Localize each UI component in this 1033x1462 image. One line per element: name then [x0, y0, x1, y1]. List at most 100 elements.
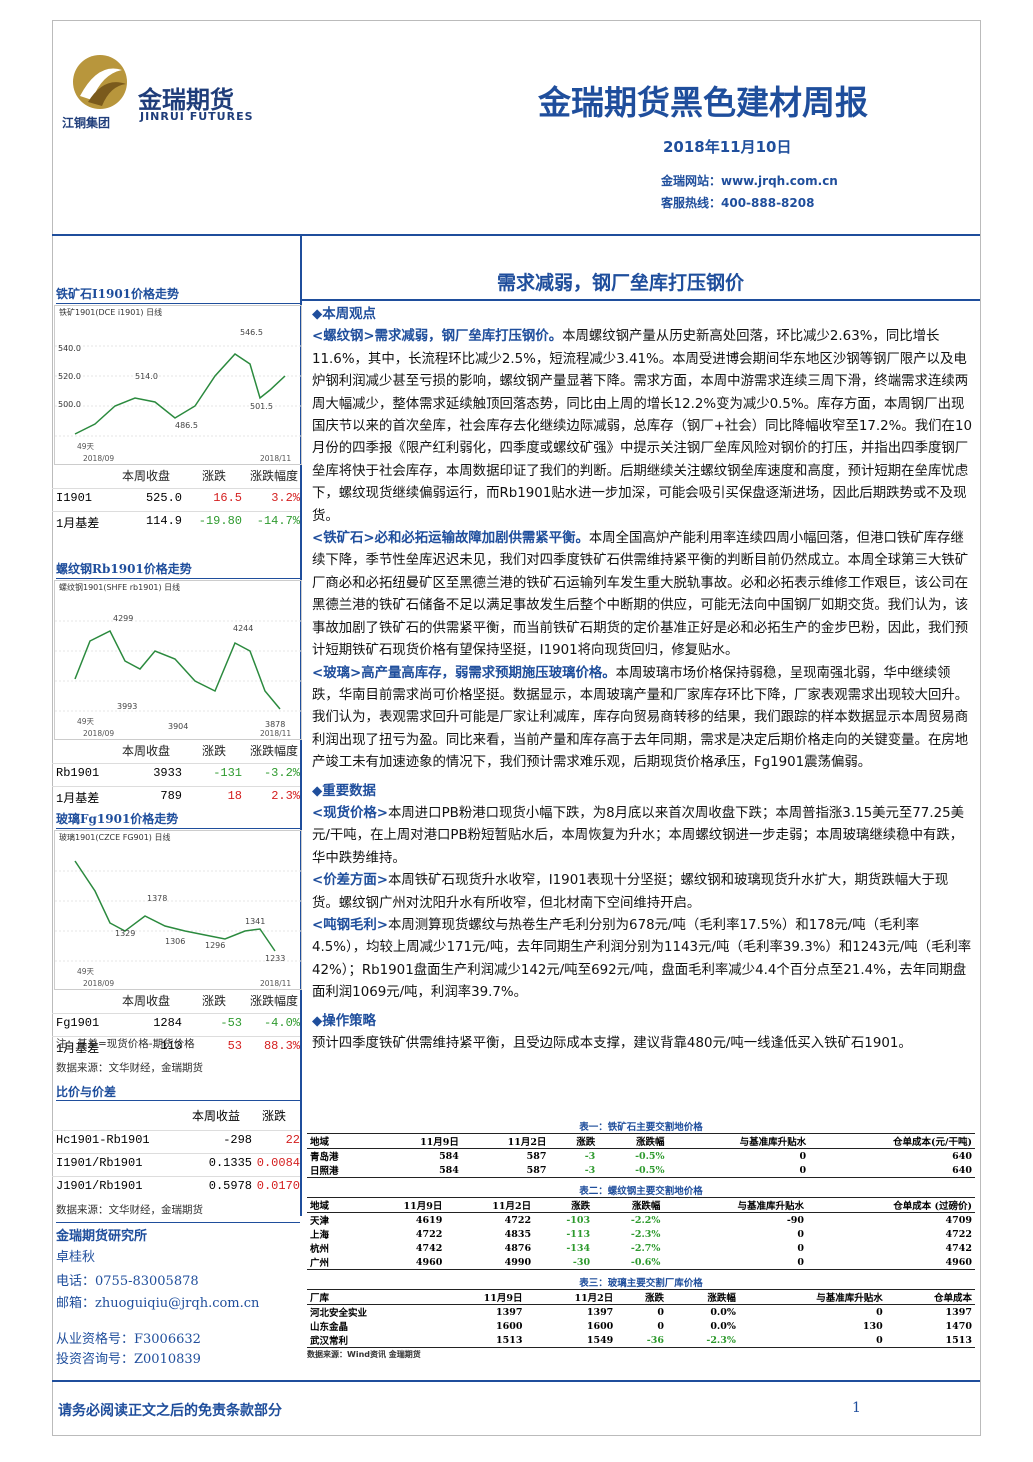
table-cell: 114.9 [145, 514, 182, 528]
table-cell: 武汉常利 [310, 1336, 349, 1347]
contact-email: 邮箱：zhuoguiqiu@jrqh.com.cn [56, 1296, 260, 1311]
table-row: 山东金晶 1600 1600 0 0.0% 130 1470 [307, 1319, 975, 1334]
table-cell: 0 [799, 1164, 807, 1176]
axis-label: 520.0 [58, 372, 81, 381]
table-cell: 4742 [945, 1242, 972, 1254]
paragraph: <铁矿石>必和必拓运输故障加剧供需紧平衡。本周全国高炉产能利用率连续四周小幅回落… [312, 528, 972, 662]
row-divider [52, 511, 300, 512]
table-cell: -19.80 [198, 514, 242, 528]
paragraph-lead: <吨钢毛利> [312, 917, 389, 933]
table-cell: Rb1901 [56, 766, 100, 780]
table-header-cell: 与基准库升贴水 [663, 1197, 807, 1213]
date-label: 49天 [77, 967, 95, 976]
table-header: 涨跌幅度 [250, 994, 299, 1008]
table-cell: 山东金晶 [310, 1322, 349, 1333]
table-cell: 4876 [504, 1242, 532, 1254]
table-cell: -0.5% [635, 1150, 665, 1162]
header-rule [52, 234, 980, 236]
price-annotation: 501.5 [250, 402, 273, 411]
paragraph-text: 预计四季度铁矿供需维持紧平衡，且受边际成本支撑，建议背靠480元/吨一线逢低买入… [312, 1036, 912, 1051]
table-cell: 525.0 [145, 491, 182, 505]
table-header-row: 地域 11月9日 11月2日 涨跌 涨跌幅 与基准库升贴水 仓单成本(元/干吨) [307, 1133, 975, 1149]
table-cell: 日照港 [310, 1166, 339, 1177]
table-header-cell: 仓单成本 [885, 1289, 975, 1305]
paragraph-text: 本周铁矿石现货升水收窄，I1901表现十分坚挺；螺纹钢和玻璃现货升水扩大，期货跌… [312, 873, 949, 911]
table-cell: -2.2% [630, 1214, 661, 1226]
price-annotation: 1378 [147, 894, 167, 903]
table-cell: 1549 [586, 1334, 614, 1346]
price-annotation: 546.5 [240, 328, 263, 337]
price-chart: 玻璃1901(CZCE FG901) 日线 1378 1329 1306 1296 134… [54, 830, 302, 990]
logo-en: JINRUI FUTURES [140, 110, 254, 123]
table-cell: 587 [526, 1164, 547, 1176]
contact-org: 金瑞期货研究所 [56, 1222, 300, 1244]
price-annotation: 4299 [113, 614, 133, 623]
table-cell: 0.0% [710, 1320, 736, 1332]
table-cell: 上海 [310, 1230, 330, 1241]
table-cell: 4722 [415, 1228, 443, 1240]
table-header: 本周收盘 [122, 744, 171, 758]
logo-group: 江铜集团 [62, 116, 111, 130]
chart-line [74, 860, 276, 952]
table-cell: 584 [439, 1150, 459, 1162]
section-title: ◆操作策略 [312, 1013, 376, 1029]
table-cell: 0 [876, 1334, 883, 1346]
table-cell: 16.5 [213, 491, 242, 505]
table-cell: -113 [566, 1228, 591, 1240]
chart-line [74, 629, 281, 710]
table-cell: -3 [584, 1150, 596, 1162]
chart-line [74, 353, 286, 435]
row-divider [52, 1036, 300, 1037]
table-row: 武汉常利 1513 1549 -36 -2.3% 0 1513 [307, 1333, 975, 1348]
website: 金瑞网站：www.jrqh.com.cn [661, 174, 838, 188]
price-annotation: 1329 [115, 929, 135, 938]
table-cell: 0 [797, 1242, 804, 1254]
table-header-cell: 与基准库升贴水 [667, 1133, 810, 1149]
table-cell: 0 [799, 1150, 807, 1162]
table-row: 杭州 4742 4876 -134 -2.7% 0 4742 [307, 1241, 975, 1256]
paragraph: <吨钢毛利>本周测算现货螺纹与热卷生产毛利分别为678元/吨（毛利率17.5%）… [312, 915, 972, 1005]
table-header: 涨跌 [202, 469, 227, 483]
logo-name: 金瑞期货 [138, 86, 234, 114]
table-row: 天津 4619 4722 -103 -2.2% -90 4709 [307, 1213, 975, 1228]
table-header: 涨跌幅度 [250, 469, 299, 483]
table-cell: 广州 [310, 1258, 330, 1269]
main-text: ◆本周观点 <螺纹钢>需求减弱，钢厂垒库打压钢价。本周螺纹钢产量从历史新高处回落，… [312, 304, 972, 1055]
table-cell: 113 [160, 1039, 182, 1053]
table-row: 上海 4722 4835 -113 -2.3% 0 4722 [307, 1227, 975, 1242]
table-header: 涨跌 [202, 744, 227, 758]
table-cell: -53 [220, 1016, 242, 1030]
axis-label: 540.0 [58, 344, 81, 353]
table-cell: 河北安全实业 [310, 1308, 368, 1319]
paragraph: 预计四季度铁矿供需维持紧平衡，且受边际成本支撑，建议背靠480元/吨一线逢低买入… [312, 1033, 972, 1055]
contact-advisor: 投资咨询号：Z0010839 [56, 1352, 201, 1367]
panel-title: 螺纹钢Rb1901价格走势 [56, 560, 300, 579]
table-cell: -298 [223, 1133, 252, 1147]
table-cell: I1901/Rb1901 [56, 1156, 143, 1170]
table-cell: 4990 [504, 1256, 532, 1268]
table-cell: 3.2% [271, 491, 300, 505]
table-cell: 4619 [415, 1214, 443, 1226]
paragraph: <价差方面>本周铁矿石现货升水收窄，I1901表现十分坚挺；螺纹钢和玻璃现货升水… [312, 870, 972, 915]
price-annotation: 3878 [265, 720, 285, 729]
table-cell: 640 [952, 1164, 972, 1176]
table-cell: -0.6% [630, 1256, 661, 1268]
chart-svg: 玻璃1901(CZCE FG901) 日线 1378 1329 1306 1296 134… [55, 832, 301, 988]
table-cell: 4835 [504, 1228, 532, 1240]
table-cell: 0.0% [710, 1306, 736, 1318]
row-divider [52, 786, 300, 787]
paragraph-lead: <玻璃>高产量高库存，弱需求预期施压玻璃价格。 [312, 665, 616, 681]
table-caption: 表一：铁矿石主要交割地价格 [579, 1122, 703, 1133]
table-cell: 1600 [496, 1320, 523, 1332]
table-cell: 4722 [945, 1228, 972, 1240]
table-cell: 2.3% [271, 789, 300, 803]
table-header-cell: 11月9日 [374, 1133, 462, 1149]
note: 注：基差=现货价格-期货价格 [56, 1038, 195, 1050]
table-cell: -3 [584, 1164, 596, 1176]
panel-title: 玻璃Fg1901价格走势 [56, 810, 300, 829]
table-header-cell: 仓单成本(元/干吨) [809, 1133, 975, 1149]
date-label: 2018/11 [260, 979, 291, 988]
table-cell: -3.2% [263, 766, 300, 780]
row-divider [52, 763, 300, 764]
